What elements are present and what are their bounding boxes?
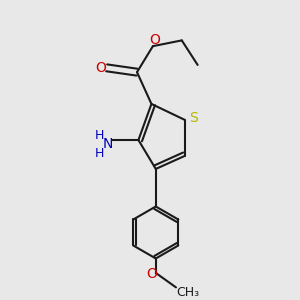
Text: H: H — [95, 146, 104, 160]
Text: O: O — [146, 267, 157, 281]
Text: CH₃: CH₃ — [177, 286, 200, 299]
Text: N: N — [103, 137, 113, 152]
Text: O: O — [95, 61, 106, 75]
Text: H: H — [95, 129, 104, 142]
Text: S: S — [189, 111, 198, 125]
Text: O: O — [149, 33, 160, 47]
